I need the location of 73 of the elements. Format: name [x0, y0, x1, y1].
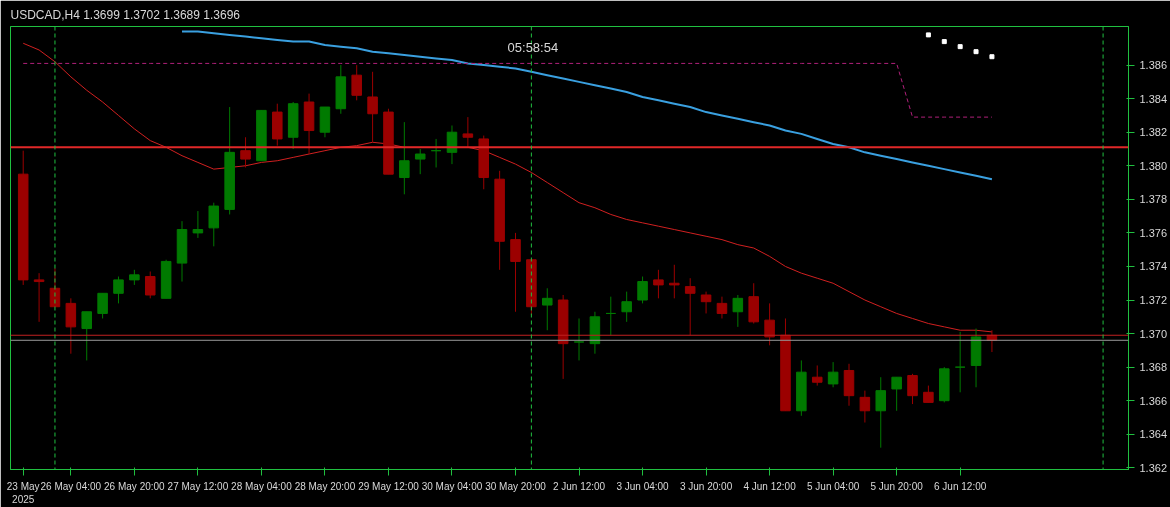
candlestick: [65, 297, 77, 355]
point: [941, 39, 947, 45]
point: [925, 32, 931, 38]
x-tick-label: 28 May 04:00: [231, 480, 293, 492]
annotation: 05:58:54: [507, 39, 559, 55]
candlestick: [811, 364, 823, 387]
x-tick-label: 3 Jun 04:00: [616, 480, 670, 492]
candlestick: [414, 148, 426, 175]
candlestick: [954, 331, 966, 393]
line-series: [22, 42, 993, 333]
candlestick: [33, 272, 45, 323]
candlestick: [891, 376, 902, 412]
candlestick: [716, 296, 728, 319]
x-tick-label: 23 May 2025: [6, 480, 40, 505]
candlestick: [653, 269, 664, 299]
y-tick-label: 1.380: [1139, 159, 1168, 172]
candlestick: [573, 317, 585, 361]
candlestick: [208, 202, 220, 247]
x-tick-label: 26 May 20:00: [104, 480, 166, 492]
y-tick-label: 1.372: [1139, 294, 1168, 307]
candlestick: [637, 276, 648, 304]
candlestick: [907, 373, 918, 405]
y-tick-label: 1.378: [1139, 193, 1168, 206]
x-tick-label: 2 Jun 12:00: [552, 480, 606, 492]
point: [989, 54, 995, 60]
x-tick-label: 26 May 04:00: [40, 480, 102, 492]
x-tick-label: 5 Jun 04:00: [806, 480, 860, 492]
point: [973, 49, 979, 55]
candlestick: [462, 116, 474, 148]
y-tick-label: 1.384: [1139, 92, 1168, 105]
candlestick: [875, 376, 887, 449]
y-tick-label: 1.386: [1139, 59, 1168, 72]
x-tick-label: 6 Jun 12:00: [934, 480, 987, 492]
candlestick: [399, 121, 410, 195]
point: [957, 44, 963, 50]
x-tick-label: 28 May 20:00: [294, 480, 356, 492]
candlestick: [97, 292, 108, 319]
x-tick-label: 30 May 04:00: [421, 480, 483, 492]
candlestick: [351, 64, 362, 101]
candlestick: [542, 287, 553, 331]
candlestick: [684, 277, 696, 336]
x-tick-label: 27 May 12:00: [167, 480, 229, 492]
candlestick: [81, 311, 92, 361]
y-tick-label: 1.382: [1139, 126, 1168, 139]
candlestick: [700, 291, 712, 314]
candlestick: [605, 296, 617, 336]
x-tick-label: 4 Jun 12:00: [743, 480, 797, 492]
candlestick: [367, 71, 378, 143]
x-tick-label: 30 May 20:00: [485, 480, 547, 492]
candlestick: [764, 302, 775, 346]
y-tick-label: 1.364: [1139, 428, 1168, 441]
x-tick-label: 5 Jun 20:00: [870, 480, 924, 492]
candlestick: [430, 138, 442, 168]
y-tick-label: 1.368: [1139, 361, 1168, 374]
candlestick: [192, 210, 204, 239]
y-tick-label: 1.376: [1139, 226, 1168, 239]
y-tick-label: 1.366: [1139, 394, 1168, 407]
candlestick: [732, 294, 744, 328]
candlestick: [621, 291, 632, 323]
candlestick: [113, 276, 124, 304]
chart-title: USDCAD,H4 1.3699 1.3702 1.3689 1.3696: [10, 7, 241, 22]
x-tick-label: 29 May 12:00: [358, 480, 420, 492]
candlestick: [859, 390, 871, 424]
y-tick-label: 1.374: [1139, 260, 1168, 273]
y-tick-label: 1.370: [1139, 327, 1168, 340]
candlestick: [144, 270, 156, 299]
y-tick-label: 1.362: [1139, 461, 1168, 474]
x-tick-label: 3 Jun 20:00: [679, 480, 733, 492]
candlestick: [669, 264, 680, 299]
candlestick: [827, 361, 839, 388]
candlestick: [510, 232, 521, 313]
candlestick: [240, 136, 251, 168]
line-series: [181, 30, 993, 181]
